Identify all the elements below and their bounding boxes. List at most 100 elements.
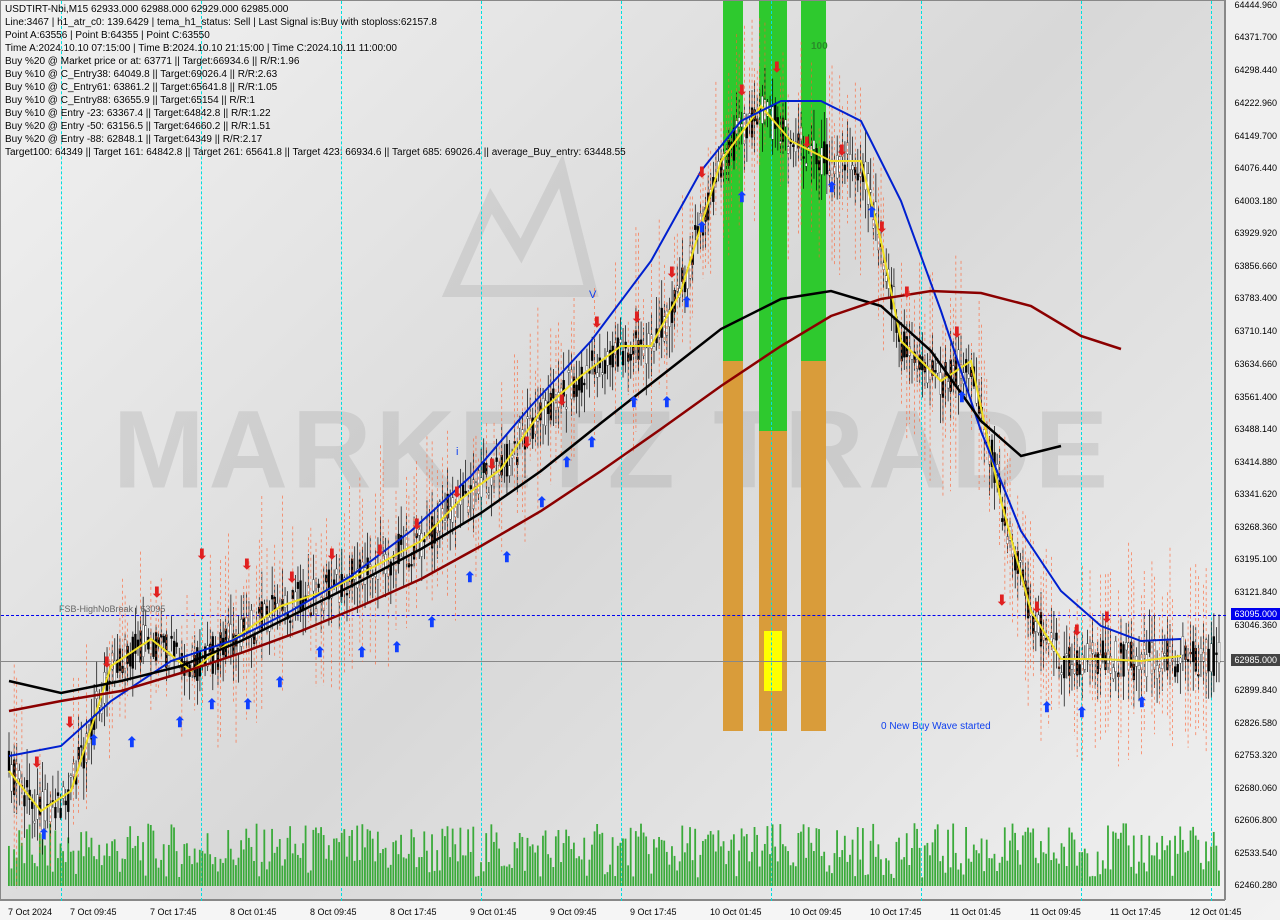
sell-arrow-icon: ⬇ bbox=[996, 592, 1008, 609]
session-vertical-line bbox=[1211, 1, 1212, 901]
sell-arrow-icon: ⬇ bbox=[591, 314, 603, 331]
buy-arrow-icon: ⬆ bbox=[126, 734, 138, 751]
time-tick: 9 Oct 17:45 bbox=[630, 907, 677, 917]
price-tick: 62460.280 bbox=[1234, 880, 1277, 890]
time-tick: 10 Oct 17:45 bbox=[870, 907, 922, 917]
sell-arrow-icon: ⬇ bbox=[101, 654, 113, 671]
session-vertical-line bbox=[771, 1, 772, 901]
chart-plot-area[interactable]: MARKETZ TRADE FSB-HighNoBreak | 63095 ⬆⬆… bbox=[0, 0, 1225, 900]
price-tick: 63046.360 bbox=[1234, 620, 1277, 630]
time-tick: 9 Oct 09:45 bbox=[550, 907, 597, 917]
info-line-5: Buy %20 @ Market price or at: 63771 || T… bbox=[5, 55, 626, 68]
sell-arrow-icon: ⬇ bbox=[801, 134, 813, 151]
sell-arrow-icon: ⬇ bbox=[771, 59, 783, 76]
sell-arrow-icon: ⬇ bbox=[486, 456, 498, 473]
price-tick: 63783.400 bbox=[1234, 293, 1277, 303]
price-tick: 62606.800 bbox=[1234, 815, 1277, 825]
sell-arrow-icon: ⬇ bbox=[556, 392, 568, 409]
buy-arrow-icon: ⬆ bbox=[1136, 694, 1148, 711]
info-line-12: Target100: 64349 || Target 161: 64842.8 … bbox=[5, 146, 626, 159]
sell-arrow-icon: ⬇ bbox=[31, 754, 43, 771]
time-axis: 7 Oct 2024 7 Oct 09:45 7 Oct 17:45 8 Oct 01… bbox=[0, 900, 1225, 920]
sell-arrow-icon: ⬇ bbox=[196, 546, 208, 563]
price-tick: 64222.960 bbox=[1234, 98, 1277, 108]
price-tick: 64444.960 bbox=[1234, 0, 1277, 10]
sell-arrow-icon: ⬇ bbox=[1101, 609, 1113, 626]
fsb-label: FSB-HighNoBreak | 63095 bbox=[59, 604, 165, 614]
buy-arrow-icon: ⬆ bbox=[314, 644, 326, 661]
price-tick: 63488.140 bbox=[1234, 424, 1277, 434]
buy-arrow-icon: ⬆ bbox=[696, 219, 708, 236]
buy-arrow-icon: ⬆ bbox=[561, 454, 573, 471]
sell-arrow-icon: ⬇ bbox=[1071, 622, 1083, 639]
price-tick: 63268.360 bbox=[1234, 522, 1277, 532]
sell-arrow-icon: ⬇ bbox=[836, 142, 848, 159]
sell-arrow-icon: ⬇ bbox=[411, 516, 423, 533]
price-tick: 63414.880 bbox=[1234, 457, 1277, 467]
buy-arrow-icon: ⬆ bbox=[274, 674, 286, 691]
price-tick: 63710.140 bbox=[1234, 326, 1277, 336]
price-tick: 62753.320 bbox=[1234, 750, 1277, 760]
buy-arrow-icon: ⬆ bbox=[586, 434, 598, 451]
time-tick: 8 Oct 17:45 bbox=[390, 907, 437, 917]
highlight-zone bbox=[801, 361, 826, 731]
buy-arrow-icon: ⬆ bbox=[501, 549, 513, 566]
sell-arrow-icon: ⬇ bbox=[666, 264, 678, 281]
price-tick: 63341.620 bbox=[1234, 489, 1277, 499]
price-tick: 64076.440 bbox=[1234, 163, 1277, 173]
sell-arrow-icon: ⬇ bbox=[241, 556, 253, 573]
price-tick: 63634.660 bbox=[1234, 359, 1277, 369]
time-tick: 11 Oct 09:45 bbox=[1030, 907, 1081, 917]
buy-arrow-icon: ⬆ bbox=[681, 294, 693, 311]
session-vertical-line bbox=[1081, 1, 1082, 901]
time-tick: 9 Oct 01:45 bbox=[470, 907, 517, 917]
buy-arrow-icon: ⬆ bbox=[174, 714, 186, 731]
price-tick: 63121.840 bbox=[1234, 587, 1277, 597]
new-buy-wave-label: 0 New Buy Wave started bbox=[881, 721, 991, 732]
session-vertical-line bbox=[921, 1, 922, 901]
time-tick: 7 Oct 2024 bbox=[8, 907, 52, 917]
sell-arrow-icon: ⬇ bbox=[736, 82, 748, 99]
price-tick: 62899.840 bbox=[1234, 685, 1277, 695]
buy-arrow-icon: ⬆ bbox=[628, 394, 640, 411]
price-tick: 64149.700 bbox=[1234, 131, 1277, 141]
info-line-6: Buy %10 @ C_Entry38: 64049.8 || Target:6… bbox=[5, 68, 626, 81]
sell-arrow-icon: ⬇ bbox=[876, 219, 888, 236]
time-tick: 12 Oct 01:45 bbox=[1190, 907, 1242, 917]
price-tick: 64371.700 bbox=[1234, 32, 1277, 42]
info-line-8: Buy %10 @ C_Entry88: 63655.9 || Target:6… bbox=[5, 94, 626, 107]
highlight-zone bbox=[723, 361, 743, 731]
buy-arrow-icon: ⬆ bbox=[206, 696, 218, 713]
buy-arrow-icon: ⬆ bbox=[1076, 704, 1088, 721]
time-tick: 11 Oct 01:45 bbox=[950, 907, 1001, 917]
price-tick: 63561.400 bbox=[1234, 392, 1277, 402]
sell-arrow-icon: ⬇ bbox=[151, 584, 163, 601]
sell-arrow-icon: ⬇ bbox=[631, 309, 643, 326]
buy-arrow-icon: ⬆ bbox=[661, 394, 673, 411]
current-price-marker: 62985.000 bbox=[1231, 654, 1280, 666]
info-line-10: Buy %20 @ Entry -50: 63156.5 || Target:6… bbox=[5, 120, 626, 133]
buy-arrow-icon: ⬆ bbox=[536, 494, 548, 511]
price-tick: 63929.920 bbox=[1234, 228, 1277, 238]
sell-arrow-icon: ⬇ bbox=[374, 542, 386, 559]
buy-arrow-icon: ⬆ bbox=[426, 614, 438, 631]
price-tick: 62826.580 bbox=[1234, 718, 1277, 728]
annotation-i: i bbox=[456, 446, 458, 458]
price-tick: 63856.660 bbox=[1234, 261, 1277, 271]
sell-arrow-icon: ⬇ bbox=[521, 434, 533, 451]
time-tick: 7 Oct 17:45 bbox=[150, 907, 197, 917]
price-tick: 62680.060 bbox=[1234, 783, 1277, 793]
info-line-3: Point A:63556 | Point B:64355 | Point C:… bbox=[5, 29, 626, 42]
info-line-7: Buy %10 @ C_Entry61: 63861.2 || Target:6… bbox=[5, 81, 626, 94]
sell-arrow-icon: ⬇ bbox=[286, 569, 298, 586]
label-100: 100 bbox=[811, 41, 828, 52]
sell-arrow-icon: ⬇ bbox=[451, 484, 463, 501]
sell-arrow-icon: ⬇ bbox=[696, 164, 708, 181]
time-tick: 7 Oct 09:45 bbox=[70, 907, 117, 917]
buy-arrow-icon: ⬆ bbox=[1041, 699, 1053, 716]
time-tick: 8 Oct 09:45 bbox=[310, 907, 357, 917]
buy-arrow-icon: ⬆ bbox=[88, 732, 100, 749]
price-tick: 64298.440 bbox=[1234, 65, 1277, 75]
time-tick: 8 Oct 01:45 bbox=[230, 907, 277, 917]
info-line-4: Time A:2024.10.10 07:15:00 | Time B:2024… bbox=[5, 42, 626, 55]
